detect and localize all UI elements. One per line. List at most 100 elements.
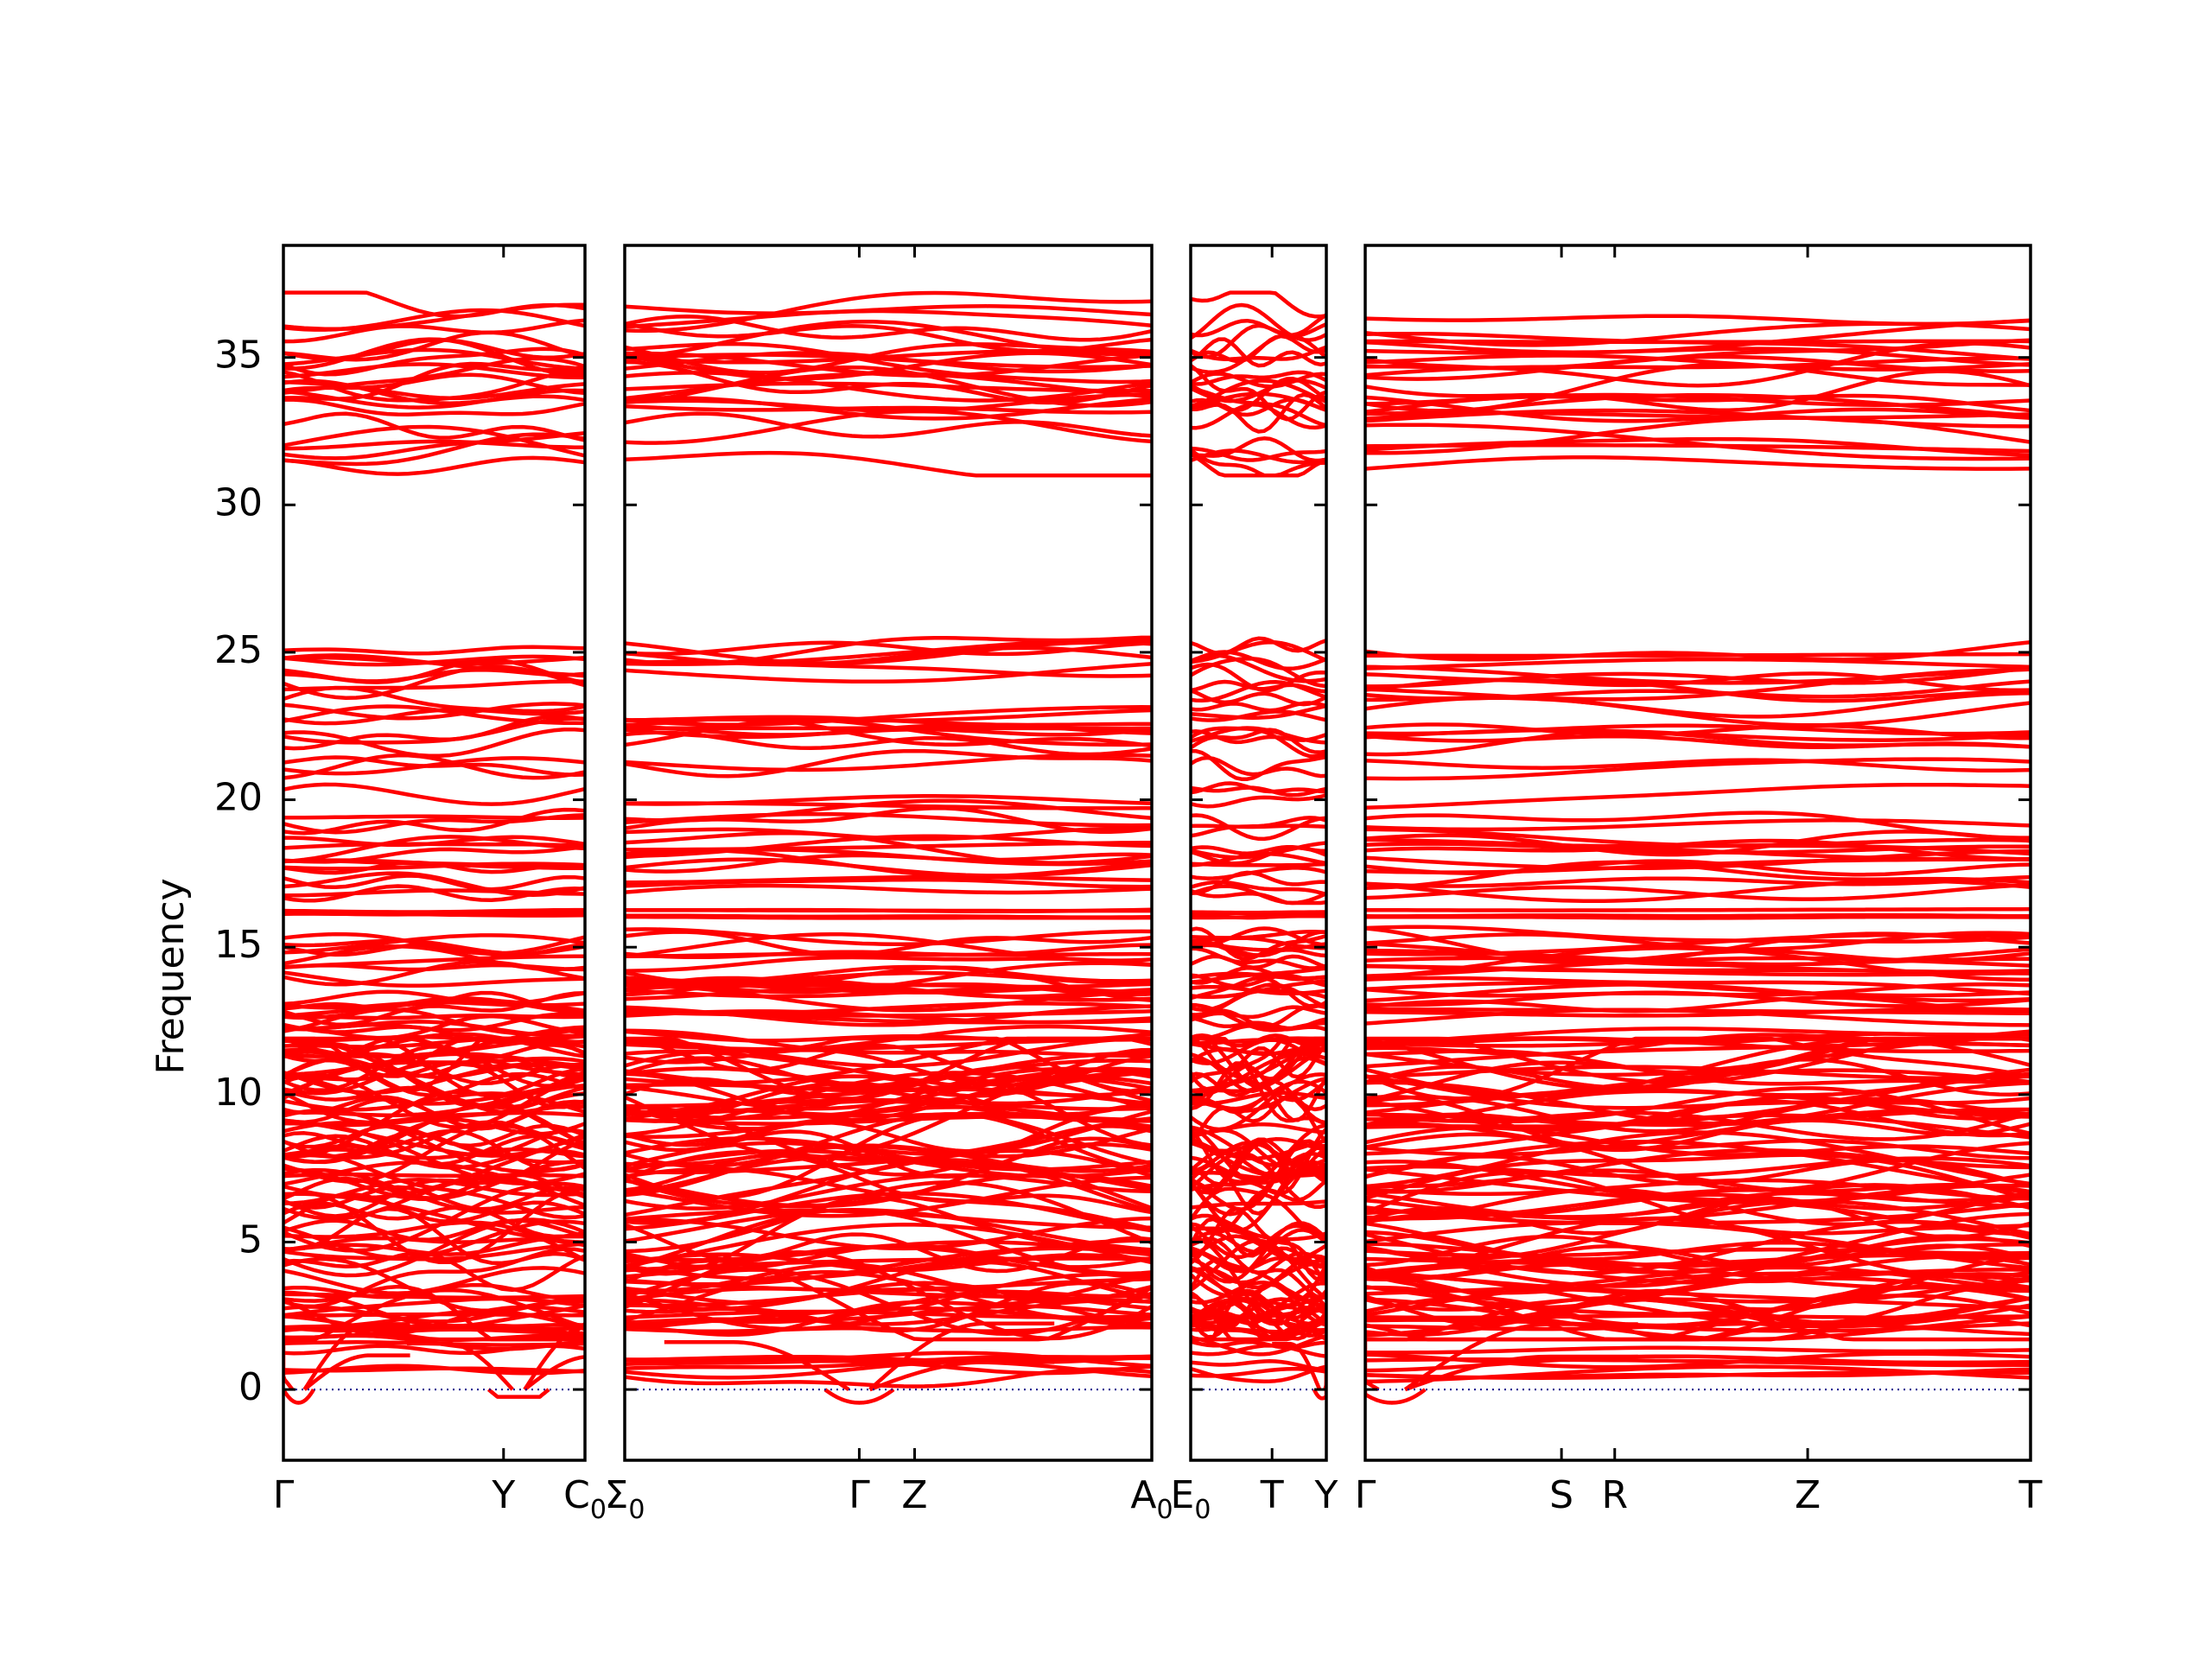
band-line bbox=[1191, 372, 1326, 389]
band-line bbox=[283, 1108, 585, 1174]
bands bbox=[1365, 314, 2031, 1405]
band-line bbox=[625, 748, 1152, 779]
band-line bbox=[283, 991, 585, 1027]
x-tick-label: Γ bbox=[849, 1473, 870, 1517]
band-line bbox=[625, 1173, 1152, 1208]
x-tick-label: Γ bbox=[1355, 1473, 1376, 1517]
band-line bbox=[625, 1287, 1152, 1311]
band-line bbox=[625, 1051, 1152, 1123]
band-line bbox=[1191, 1127, 1326, 1196]
band-line bbox=[283, 1020, 585, 1039]
band-line bbox=[1365, 1255, 2031, 1312]
band-line bbox=[283, 362, 585, 380]
acoustic-branch bbox=[664, 1340, 850, 1392]
band-line bbox=[1191, 386, 1326, 428]
band-line bbox=[625, 1325, 1152, 1334]
band-line bbox=[283, 1312, 585, 1318]
band-line bbox=[625, 1309, 1152, 1319]
band-line bbox=[1365, 810, 2031, 840]
panel-2: Σ0 Γ Z A0 bbox=[605, 244, 1173, 1525]
band-line bbox=[1191, 1310, 1326, 1338]
band-line bbox=[1365, 830, 2031, 857]
band-line bbox=[1191, 1297, 1326, 1341]
band-line bbox=[1365, 1125, 2031, 1157]
band-line bbox=[625, 1208, 1152, 1230]
band-line bbox=[1191, 448, 1326, 465]
band-line bbox=[625, 830, 1152, 865]
band-line bbox=[1191, 954, 1326, 969]
band-line bbox=[283, 858, 585, 871]
x-tick-label: Z bbox=[901, 1473, 927, 1517]
band-line bbox=[625, 1036, 1152, 1080]
band-line bbox=[1191, 726, 1326, 759]
x-tick-label: Γ bbox=[273, 1473, 295, 1517]
band-line bbox=[1191, 984, 1326, 996]
band-line bbox=[283, 1014, 585, 1040]
band-line bbox=[283, 1123, 585, 1184]
band-line bbox=[1191, 1122, 1326, 1135]
band-line bbox=[625, 1148, 1152, 1217]
band-line bbox=[1365, 1351, 2031, 1370]
bands bbox=[625, 290, 1152, 1405]
band-line bbox=[625, 396, 1152, 421]
bands bbox=[1191, 290, 1326, 1401]
band-line bbox=[1365, 1264, 2031, 1294]
band-line bbox=[1365, 963, 2031, 977]
band-line bbox=[625, 1208, 1152, 1252]
y-tick-label: 30 bbox=[214, 480, 263, 524]
band-line bbox=[1365, 318, 2031, 355]
y-tick-label: 5 bbox=[238, 1217, 263, 1262]
y-axis-label: Frequency bbox=[149, 878, 193, 1074]
band-line bbox=[1191, 337, 1326, 368]
band-line bbox=[283, 388, 585, 410]
band-line bbox=[625, 1166, 1152, 1231]
acoustic-branches bbox=[664, 1321, 1055, 1405]
band-line bbox=[1365, 455, 2031, 471]
band-line bbox=[1191, 1002, 1326, 1033]
band-line bbox=[1191, 888, 1326, 906]
band-line bbox=[283, 1151, 585, 1220]
band-line bbox=[1191, 845, 1326, 866]
band-line bbox=[1365, 1367, 2031, 1380]
imaginary-mode bbox=[1312, 1388, 1326, 1401]
band-line bbox=[1191, 1343, 1326, 1358]
band-line bbox=[1365, 982, 2031, 1003]
band-line bbox=[283, 871, 585, 898]
band-line bbox=[625, 883, 1152, 895]
band-line bbox=[1191, 823, 1326, 830]
band-line bbox=[625, 290, 1152, 334]
band-line bbox=[625, 1173, 1152, 1211]
band-line bbox=[625, 1153, 1152, 1215]
y-tick-labels: 0 5 10 15 20 25 30 35 bbox=[214, 334, 263, 1409]
acoustic-branch bbox=[407, 1341, 514, 1391]
band-line bbox=[283, 715, 585, 751]
band-line bbox=[1365, 443, 2031, 454]
band-line bbox=[625, 365, 1152, 408]
band-line bbox=[1365, 416, 2031, 455]
band-line bbox=[283, 645, 585, 656]
y-tick-label: 25 bbox=[214, 628, 263, 672]
band-line bbox=[625, 927, 1152, 946]
band-line bbox=[1365, 1313, 2031, 1320]
band-line bbox=[283, 888, 585, 898]
band-line bbox=[1365, 1027, 2031, 1046]
band-line bbox=[283, 1139, 585, 1218]
band-line bbox=[1365, 1107, 2031, 1128]
band-line bbox=[1191, 1238, 1326, 1300]
x-tick-label: Y bbox=[1314, 1473, 1338, 1517]
y-tick-label: 0 bbox=[238, 1365, 263, 1409]
band-line bbox=[1365, 956, 2031, 978]
band-line bbox=[1365, 931, 2031, 951]
band-line bbox=[625, 1004, 1152, 1027]
band-line bbox=[1365, 1242, 2031, 1268]
y-tick-label: 10 bbox=[214, 1071, 263, 1115]
band-line bbox=[1191, 302, 1326, 342]
band-line bbox=[283, 397, 585, 416]
x-tick-label: S bbox=[1549, 1473, 1573, 1517]
band-line bbox=[283, 455, 585, 476]
band-line bbox=[1365, 314, 2031, 327]
band-line bbox=[283, 667, 585, 683]
band-line bbox=[1365, 757, 2031, 781]
band-line bbox=[283, 782, 585, 806]
